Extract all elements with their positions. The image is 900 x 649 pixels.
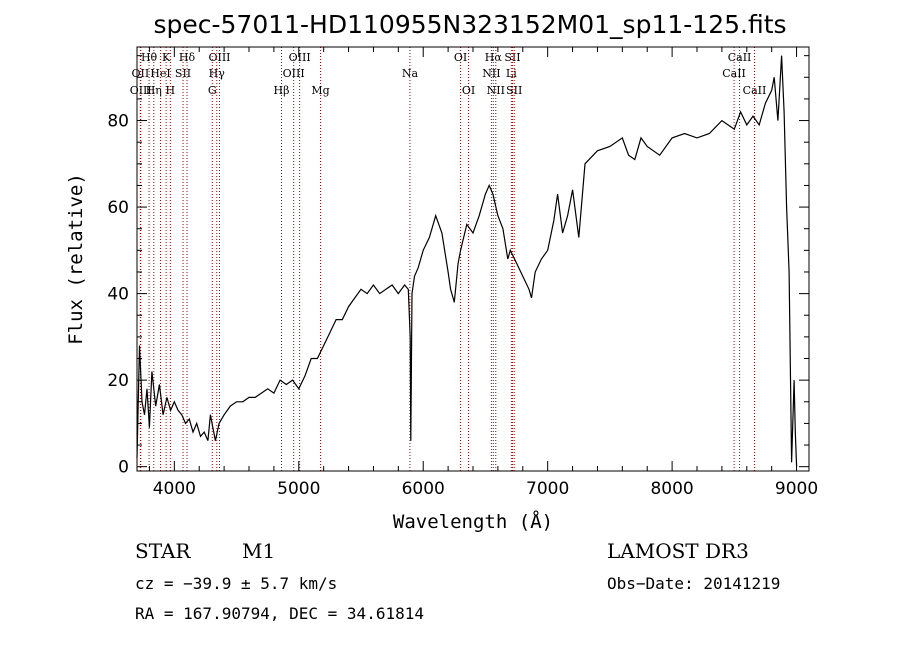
spectral-line-label: OIII [130,84,152,97]
y-tick-label: 0 [118,458,129,478]
spectral-line-label: OI [454,51,467,64]
spectral-line-label: SII [506,84,522,97]
chart-title: spec-57011-HD110955N323152M01_sp11-125.f… [153,10,786,39]
object-class: STAR [135,539,191,563]
spectral-line-label: Hδ [179,51,196,64]
spectral-line-label: K [162,51,171,64]
x-tick-label: 7000 [526,479,569,499]
spectral-line-label: Hη [146,84,162,97]
redshift-cz: cz = −39.9 ± 5.7 km/s [135,574,338,593]
spectral-line-label: Hβ [274,84,290,97]
x-tick-label: 5000 [277,479,320,499]
spectral-line-label: OIII [283,67,305,80]
spectral-lines: Hθ OII OIII K HeI Hη Hδ SII H OIII Hγ G OIII OIII Hβ Mg… [130,47,767,471]
axis-ticks: 4000 5000 6000 7000 8000 9000 0 20 40 60 80 [107,47,818,499]
x-tick-label: 4000 [153,479,196,499]
spectral-line-label: H [166,84,176,97]
observation-date: Obs−Date: 20141219 [607,574,781,593]
spectral-line-label: Hγ [209,67,226,80]
x-tick-label: 8000 [650,479,693,499]
spectral-line-label: OI [462,84,475,97]
spectral-line-label: SII [175,67,191,80]
y-tick-label: 40 [107,285,129,305]
spectral-line-label: OIII [289,51,311,64]
spectral-line-label: Na [402,67,419,80]
spectral-line-label: CaII [728,51,752,64]
y-tick-label: 20 [107,371,129,391]
y-axis-label: Flux (relative) [65,173,87,345]
x-tick-label: 9000 [775,479,818,499]
spectral-line-label: Li [506,67,517,80]
spectral-line-label: NII [482,67,500,80]
x-axis-label: Wavelength (Å) [393,510,553,533]
plot-frame [136,46,810,472]
spectral-line-label: OII [132,67,150,80]
spectral-line-label: CaII [743,84,767,97]
spectral-line-label: Hα [485,51,503,64]
coordinates: RA = 167.90794, DEC = 34.61814 [135,604,424,623]
flux-series-line [136,55,798,467]
y-tick-label: 80 [107,112,129,132]
object-subclass: M1 [242,539,276,563]
spectral-line-label: HeI [150,67,170,80]
spectral-line-label: CaII [722,67,746,80]
y-tick-label: 60 [107,198,129,218]
spectral-line-label: NII [487,84,505,97]
spectral-line-label: OIII [208,51,230,64]
survey-name: LAMOST DR3 [607,539,749,563]
spectral-line-label: Mg [311,84,329,97]
spectral-line-label: SII [504,51,520,64]
spectral-line-label: G [208,84,217,97]
x-tick-label: 6000 [402,479,445,499]
spectral-line-label: Hθ [141,51,158,64]
